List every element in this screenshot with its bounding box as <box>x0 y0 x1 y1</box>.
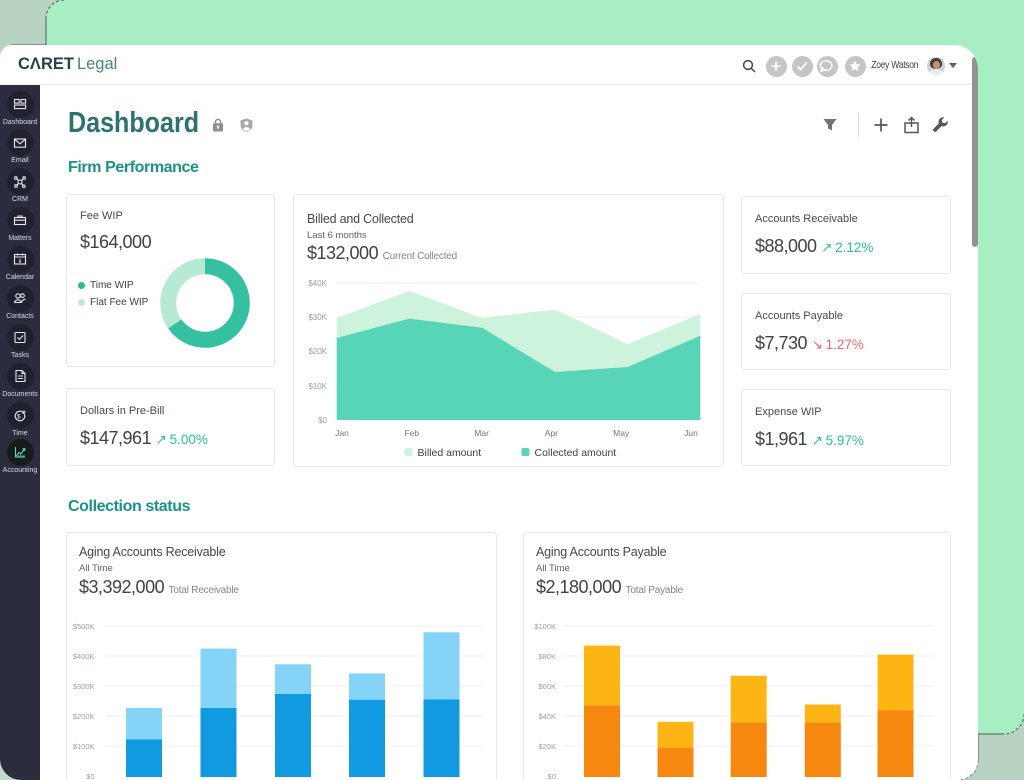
svg-text:$0: $0 <box>318 416 327 425</box>
svg-text:Billed amount: Billed amount <box>418 447 482 459</box>
svg-text:$200K: $200K <box>73 712 95 721</box>
svg-text:$40K: $40K <box>308 279 327 288</box>
svg-text:$300K: $300K <box>73 682 95 691</box>
svg-text:Apr: Apr <box>545 428 558 438</box>
svg-text:$80K: $80K <box>538 652 556 661</box>
svg-text:$0: $0 <box>548 772 556 780</box>
svg-text:$400K: $400K <box>73 652 95 661</box>
svg-text:$: $ <box>17 414 21 421</box>
svg-text:$100K: $100K <box>73 742 95 751</box>
svg-text:May: May <box>613 428 630 438</box>
svg-text:Jan: Jan <box>335 428 349 438</box>
svg-text:Jun: Jun <box>684 428 698 438</box>
svg-text:$20K: $20K <box>308 347 327 356</box>
svg-text:$20K: $20K <box>538 742 556 751</box>
svg-text:$10K: $10K <box>308 382 327 391</box>
svg-text:Mar: Mar <box>474 428 489 438</box>
svg-text:$30K: $30K <box>308 313 327 322</box>
svg-text:$60K: $60K <box>538 682 556 691</box>
svg-text:$100K: $100K <box>534 622 556 631</box>
svg-text:$500K: $500K <box>73 622 95 631</box>
svg-text:Feb: Feb <box>404 428 419 438</box>
svg-text:Collected amount: Collected amount <box>535 447 617 459</box>
svg-text:$40K: $40K <box>538 712 556 721</box>
svg-text:$0: $0 <box>86 772 94 780</box>
